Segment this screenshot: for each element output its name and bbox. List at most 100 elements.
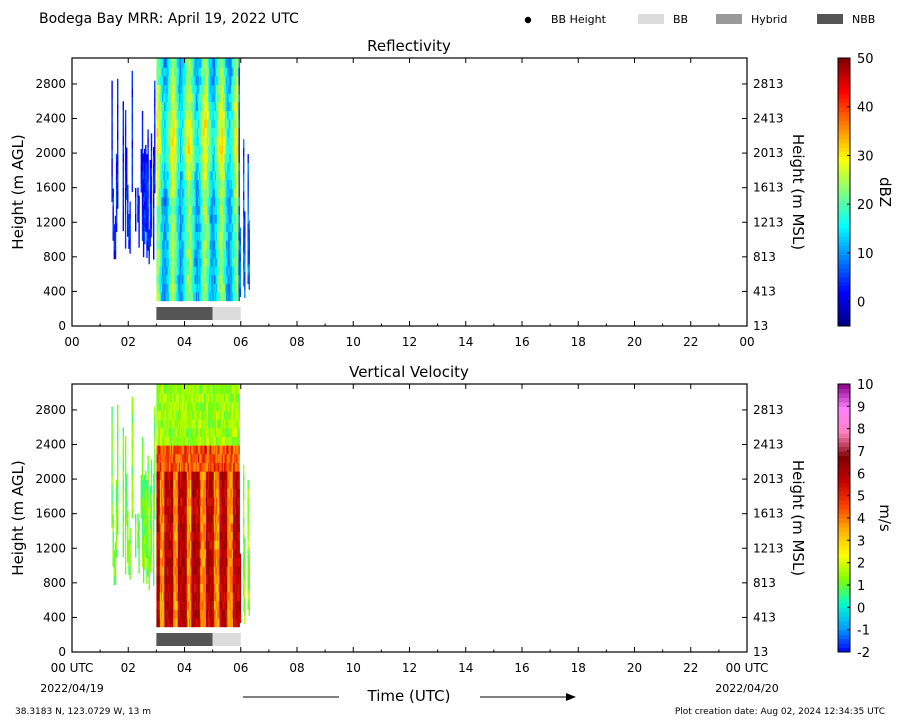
data-cell [186,214,189,224]
data-cell [202,240,204,250]
data-cell [158,162,160,172]
data-cell [154,175,156,185]
data-cell [200,618,202,628]
data-cell [167,505,169,515]
data-cell [207,428,209,437]
data-cell [214,566,217,576]
data-cell [159,154,162,163]
data-cell [181,128,183,137]
data-cell [232,393,235,403]
x-tick-label: 04 [177,335,192,349]
data-cell [159,428,162,437]
data-cell [214,454,217,463]
data-cell [196,557,199,567]
data-cell [227,402,229,412]
data-cell [195,488,198,498]
data-cell [220,102,222,111]
data-cell [203,480,205,489]
data-cell [196,566,199,576]
data-cell [163,436,165,446]
data-cell [228,575,230,584]
data-cell [182,223,184,232]
colorbar-segment [838,80,850,86]
data-cell [194,384,196,394]
data-cell [211,275,213,284]
data-cell [154,415,156,425]
data-cell [235,188,237,198]
data-cell [203,102,205,111]
data-cell [183,162,185,172]
data-cell [165,128,167,137]
data-cell [166,428,168,437]
data-cell [184,497,186,507]
data-cell [220,205,222,215]
data-cell [122,179,124,188]
data-cell [229,110,231,120]
data-cell [157,583,159,593]
data-cell [212,197,214,207]
data-cell [234,275,236,284]
data-cell [200,445,202,455]
data-cell [199,223,201,232]
data-cell [226,540,228,550]
data-cell [201,557,203,567]
data-cell [156,575,158,584]
data-cell [159,523,162,533]
data-cell [124,444,127,454]
data-cell [117,404,119,414]
data-cell [169,162,172,172]
data-cell [234,575,236,584]
data-cell [180,410,182,420]
data-cell [173,471,175,481]
data-cell [162,283,164,293]
data-cell [189,93,191,103]
data-cell [201,514,203,524]
data-cell [194,566,196,576]
data-cell [156,557,158,567]
data-cell [166,179,168,189]
data-cell [162,223,164,232]
data-cell [203,592,205,602]
data-cell [112,549,114,559]
data-cell [168,136,171,146]
data-cell [208,462,210,472]
data-cell [178,93,181,103]
data-cell [194,214,196,224]
data-cell [223,402,226,412]
data-cell [182,393,184,403]
data-cell [202,609,204,619]
data-cell [182,514,184,524]
data-cell [191,214,193,224]
data-cell [164,540,166,550]
data-cell [212,514,214,524]
data-cell [181,618,183,628]
data-cell [225,292,227,302]
data-cell [221,488,223,498]
data-cell [196,275,199,284]
data-cell [213,557,216,567]
data-cell [231,419,234,429]
data-cell [171,171,173,181]
data-cell [135,205,137,215]
data-cell [219,128,221,137]
data-cell [193,145,195,155]
data-cell [153,507,155,517]
data-cell [141,488,144,498]
data-cell [162,136,164,146]
data-cell [193,292,195,302]
data-cell [194,171,196,181]
data-cell [218,618,220,628]
colorbar-segment [838,218,850,224]
data-cell [191,505,193,515]
data-cell [196,488,199,498]
data-cell [200,231,202,241]
data-cell [208,102,210,111]
data-cell [236,58,238,68]
data-cell [174,171,176,181]
data-cell [190,231,192,241]
data-cell [166,575,168,584]
data-cell [180,171,182,181]
data-cell [196,497,199,507]
data-cell [227,445,229,455]
data-cell [236,162,238,172]
